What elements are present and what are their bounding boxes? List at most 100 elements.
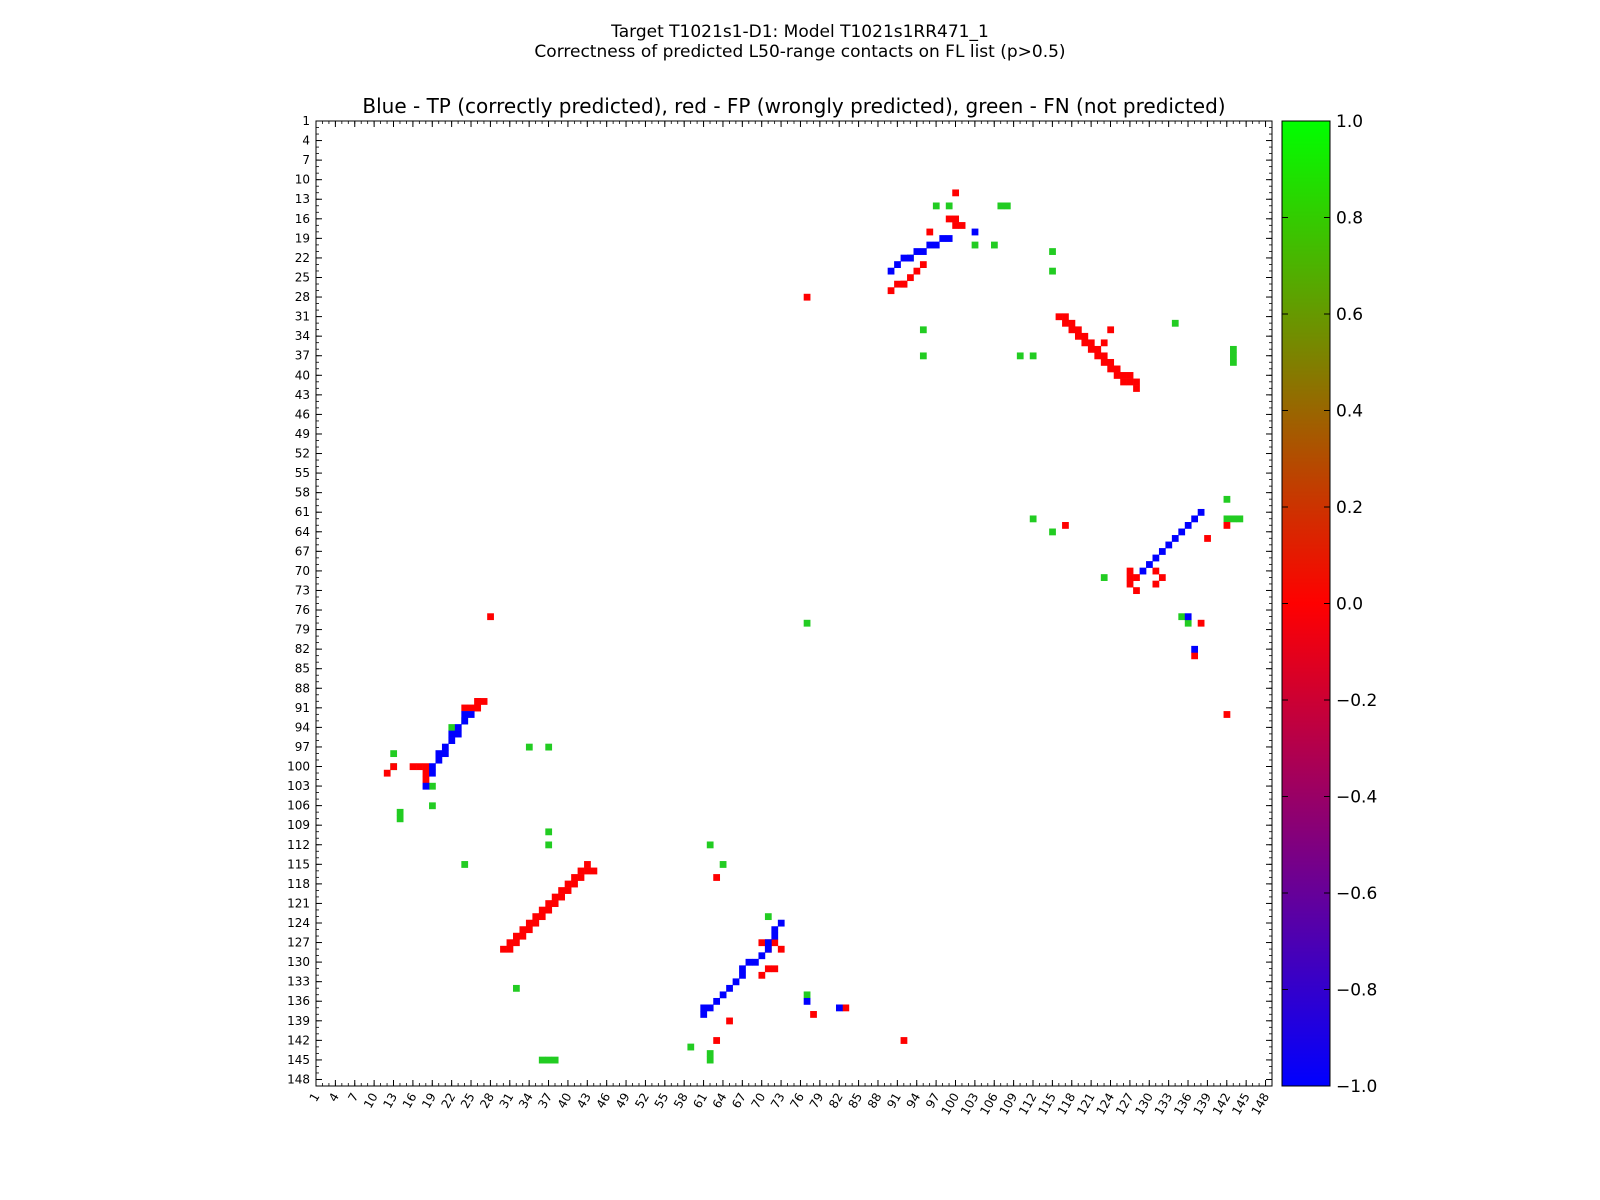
colorbar-tick-label: −0.4 — [1336, 788, 1377, 808]
fn-cell — [1049, 248, 1056, 255]
plot-frame — [315, 120, 1273, 1087]
fp-cell — [758, 971, 766, 979]
tp-cell — [739, 971, 746, 979]
fp-cell — [390, 763, 398, 771]
fp-cell — [538, 906, 546, 914]
fp-cell — [1126, 567, 1134, 575]
x-tick-label: 85 — [845, 1091, 865, 1111]
tp-cell — [771, 932, 779, 940]
tp-cell — [719, 991, 727, 999]
colorbar-ticks-layer: 1.0 0.8 0.6 0.4 0.2 0.0 −0.2 −0.4 −0.6 −0.8 −1.0 — [1282, 112, 1377, 1097]
fn-cell — [525, 743, 533, 751]
fp-cell — [422, 776, 430, 784]
x-tick-label: 4 — [326, 1091, 342, 1105]
fn-cell — [545, 743, 553, 751]
fp-cell — [713, 874, 721, 881]
x-tick-label: 109 — [997, 1091, 1021, 1118]
tp-cell — [726, 984, 733, 992]
y-tick-label: 139 — [287, 1014, 310, 1028]
fp-cell — [545, 906, 553, 914]
fp-cell — [532, 919, 540, 927]
fp-cell — [1133, 385, 1140, 392]
fn-cell — [1230, 358, 1237, 366]
fp-cell — [1152, 567, 1160, 575]
fp-cell — [1100, 352, 1108, 360]
fp-cell — [461, 704, 469, 712]
y-tick-label: 67 — [295, 544, 310, 558]
fp-cell — [1133, 587, 1140, 595]
x-tick-label: 67 — [729, 1091, 749, 1111]
fn-cell — [461, 861, 469, 868]
y-tick-label: 4 — [302, 134, 310, 148]
fp-cell — [584, 861, 591, 868]
x-tick-label: 7 — [345, 1091, 361, 1105]
tp-cell — [913, 248, 921, 255]
x-tick-label: 142 — [1210, 1091, 1234, 1118]
x-tick-label: 55 — [652, 1091, 672, 1111]
x-tick-label: 31 — [497, 1091, 517, 1111]
fp-cell — [758, 939, 766, 947]
x-tick-label: 10 — [361, 1091, 381, 1111]
fp-cell — [1062, 521, 1069, 529]
y-tick-label: 16 — [295, 212, 310, 226]
y-tick-label: 130 — [287, 955, 310, 969]
x-tick-label: 34 — [516, 1091, 536, 1111]
y-tick-label: 73 — [295, 583, 310, 597]
fp-cell — [467, 704, 475, 712]
colorbar-tick-label: 0.6 — [1336, 305, 1363, 325]
fn-cell — [1223, 495, 1231, 503]
tp-cell — [887, 267, 895, 275]
fn-cell — [545, 828, 553, 836]
y-tick-label: 124 — [287, 916, 310, 930]
tp-cell — [919, 248, 927, 255]
fp-cell — [926, 228, 934, 236]
fp-cell — [1126, 372, 1134, 379]
fp-cell — [577, 867, 585, 875]
fp-cell — [1062, 319, 1069, 327]
fp-cell — [1055, 313, 1063, 321]
y-tick-label: 43 — [295, 388, 310, 402]
x-tick-label: 133 — [1152, 1091, 1176, 1118]
fp-cell — [571, 874, 578, 881]
fp-cell — [1107, 365, 1115, 373]
x-tick-label: 79 — [807, 1091, 827, 1111]
fp-cell — [1126, 378, 1134, 386]
y-tick-label: 58 — [295, 486, 310, 500]
fn-cell — [932, 202, 940, 210]
x-tick-label: 115 — [1035, 1091, 1059, 1118]
fn-cell — [1049, 528, 1056, 536]
x-tick-label: 112 — [1016, 1091, 1040, 1118]
fp-cell — [894, 280, 901, 288]
x-tick-label: 100 — [939, 1091, 963, 1118]
x-tick-label: 124 — [1094, 1091, 1118, 1118]
tp-cell — [454, 724, 462, 731]
fp-cell — [545, 900, 553, 907]
tp-cell — [945, 235, 953, 242]
x-tick-label: 13 — [380, 1091, 400, 1111]
fn-cell — [429, 802, 436, 810]
fn-cell — [1236, 515, 1244, 523]
fp-cell — [1074, 326, 1082, 334]
tp-cell — [448, 730, 456, 738]
fn-cell — [719, 861, 727, 868]
fn-cell — [1049, 267, 1056, 275]
fn-cell — [803, 619, 811, 627]
fp-cell — [532, 913, 540, 921]
fp-cell — [1074, 332, 1082, 340]
fp-cell — [551, 900, 559, 907]
y-tick-label: 97 — [295, 740, 310, 754]
colorbar-tick-label: 0.2 — [1336, 498, 1363, 518]
x-tick-label: 25 — [458, 1091, 478, 1111]
fp-cell — [519, 932, 527, 940]
fn-cell — [1171, 319, 1179, 327]
x-tick-label: 91 — [884, 1091, 904, 1111]
fp-cell — [551, 893, 559, 901]
fp-cell — [513, 932, 520, 940]
x-tick-label: 94 — [904, 1091, 924, 1111]
y-tick-label: 85 — [295, 662, 310, 676]
x-tick-label: 37 — [535, 1091, 555, 1111]
fp-cell — [771, 939, 779, 947]
tp-cell — [1184, 613, 1192, 621]
x-tick-label: 64 — [710, 1091, 730, 1111]
